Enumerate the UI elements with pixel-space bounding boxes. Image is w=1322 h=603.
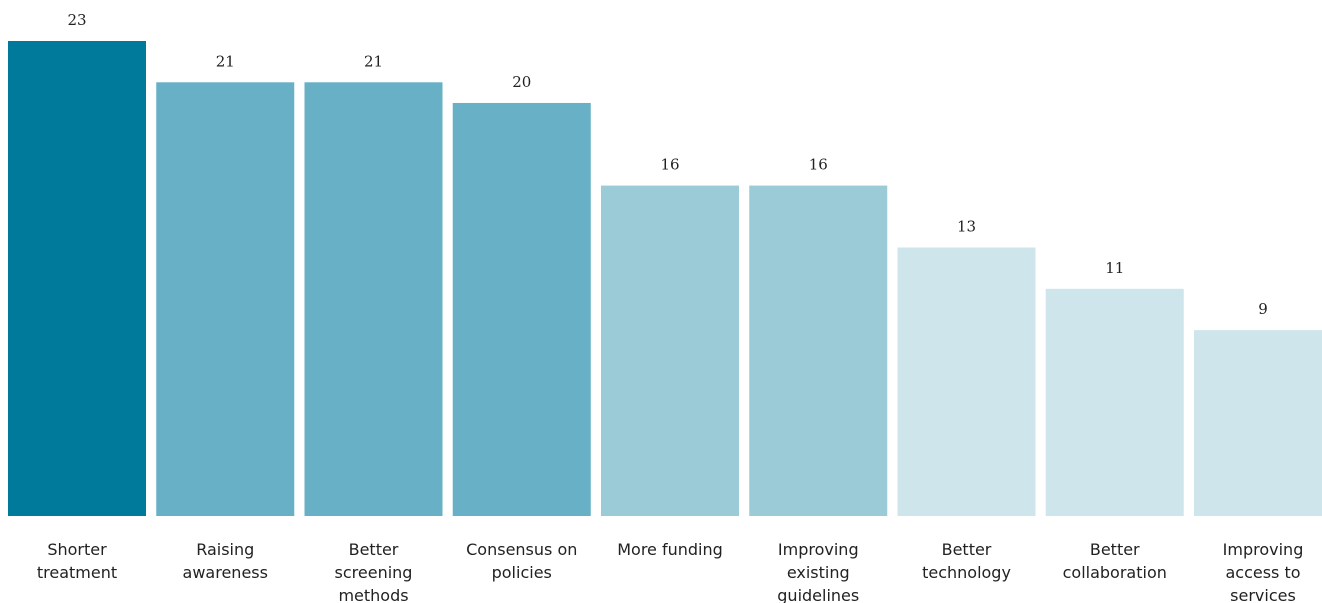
- category-label-line: Better: [349, 540, 399, 559]
- bar-7: [897, 247, 1036, 516]
- category-label-line: More funding: [617, 540, 723, 559]
- category-label-8: Better collaboration: [1063, 540, 1167, 582]
- category-label-line: Improving: [1223, 540, 1304, 559]
- category-label-5: More funding: [617, 540, 723, 559]
- bar-9: [1194, 330, 1322, 516]
- category-label-4: Consensus on policies: [466, 540, 577, 582]
- bar-value-label-5: 16: [660, 156, 679, 174]
- bar-value-label-2: 21: [216, 52, 235, 70]
- bar-3: [304, 82, 443, 517]
- bar-5: [601, 185, 739, 516]
- bar-value-label-3: 21: [364, 52, 383, 70]
- bar-value-label-9: 9: [1258, 300, 1268, 318]
- category-label-line: Raising: [196, 540, 254, 559]
- category-label-line: technology: [922, 563, 1011, 582]
- category-label-line: Better: [1090, 540, 1140, 559]
- category-label-2: Raising awareness: [183, 540, 268, 582]
- category-label-line: Consensus on: [466, 540, 577, 559]
- bars-group: [8, 41, 1322, 517]
- value-labels-group: 23 21 21 20 16 16 13 11 9: [67, 11, 1267, 318]
- category-label-6: Improving existing guidelines: [777, 540, 859, 603]
- bar-value-label-7: 13: [957, 218, 976, 236]
- bar-value-label-4: 20: [512, 73, 531, 91]
- category-label-7: Better technology: [922, 540, 1011, 582]
- category-label-line: Improving: [778, 540, 859, 559]
- category-label-line: services: [1230, 586, 1296, 603]
- bar-value-label-8: 11: [1105, 259, 1124, 277]
- bar-6: [749, 185, 888, 516]
- bar-1: [8, 41, 146, 516]
- category-label-line: policies: [492, 563, 552, 582]
- category-label-9: Improving access to services: [1223, 540, 1304, 603]
- bar-value-label-6: 16: [809, 156, 828, 174]
- category-label-line: treatment: [37, 563, 117, 582]
- category-label-line: awareness: [183, 563, 268, 582]
- bar-value-label-1: 23: [67, 11, 86, 29]
- category-label-1: Shorter treatment: [37, 540, 117, 582]
- category-label-line: Better: [942, 540, 992, 559]
- category-label-3: Better screening methods: [335, 540, 413, 603]
- bar-2: [156, 82, 295, 517]
- category-labels-group: Shorter treatment Raising awareness Better sc…: [37, 540, 1303, 603]
- category-label-line: collaboration: [1063, 563, 1167, 582]
- category-label-line: guidelines: [777, 586, 859, 603]
- category-label-line: existing: [787, 563, 850, 582]
- category-label-line: access to: [1225, 563, 1300, 582]
- category-label-line: Shorter: [47, 540, 107, 559]
- bar-4: [452, 102, 591, 517]
- category-label-line: methods: [338, 586, 408, 603]
- bar-8: [1045, 288, 1184, 516]
- category-label-line: screening: [335, 563, 413, 582]
